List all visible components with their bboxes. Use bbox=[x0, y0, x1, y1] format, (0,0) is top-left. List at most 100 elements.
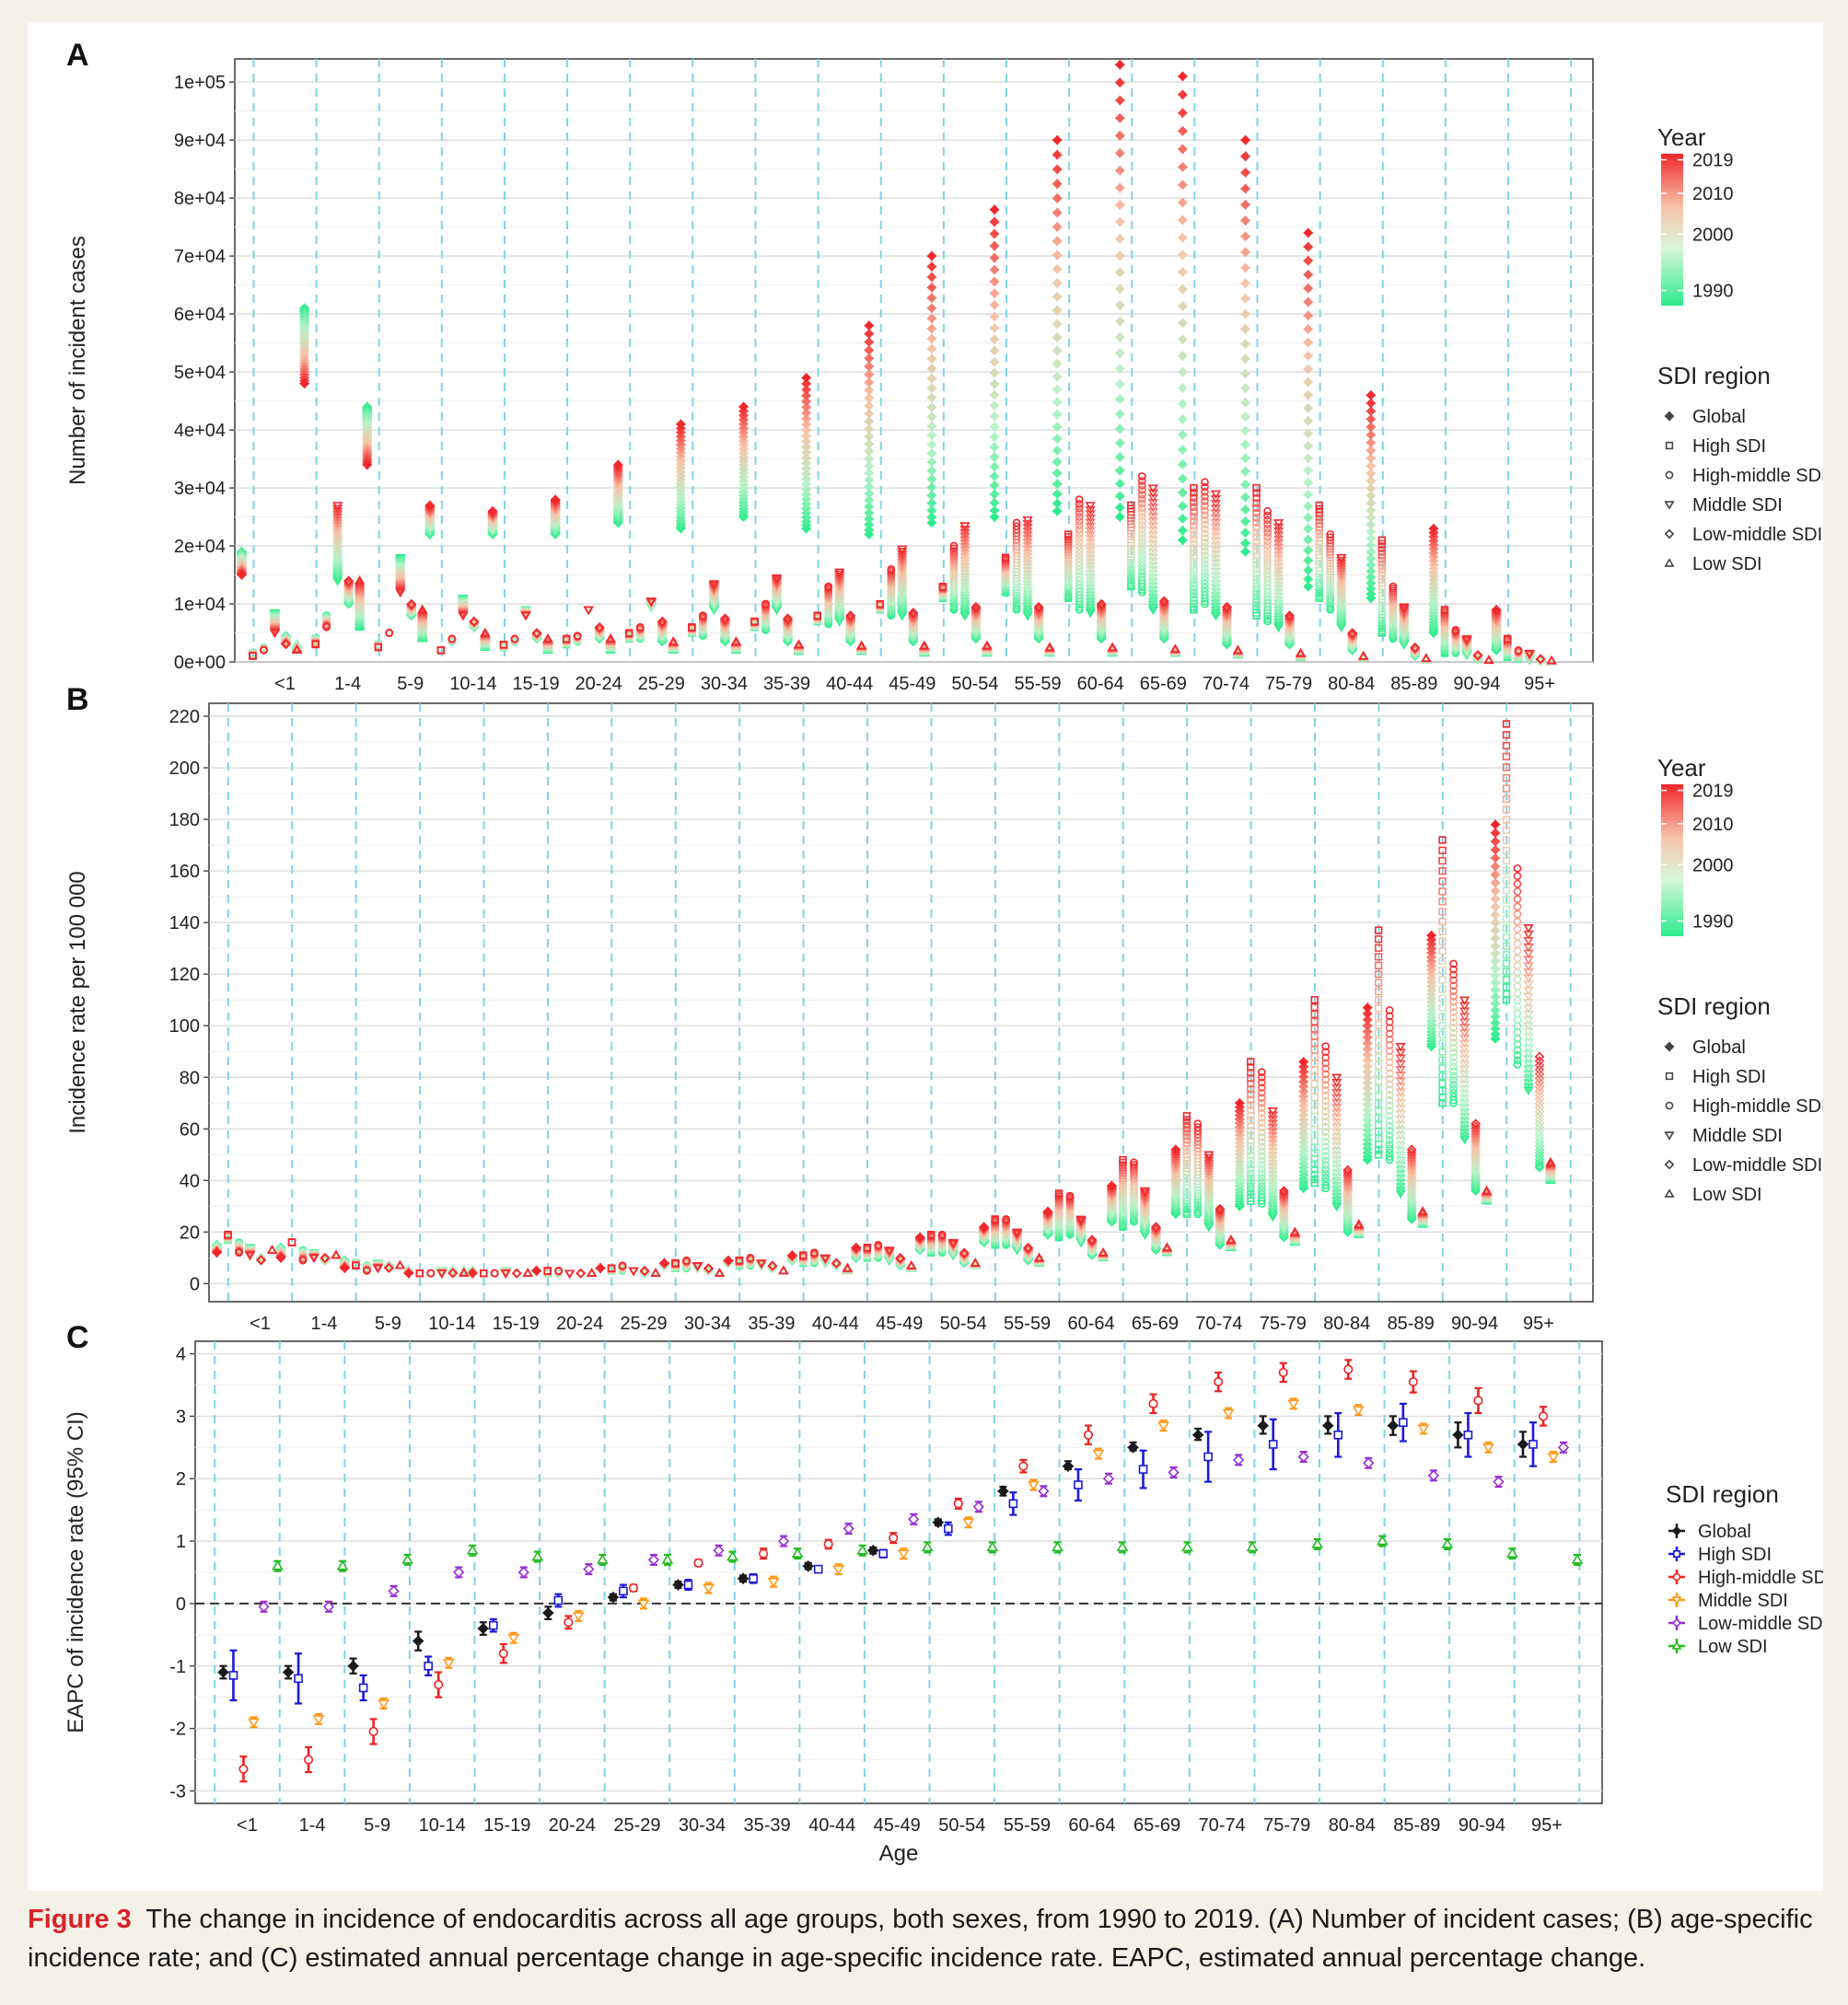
data-point bbox=[1052, 149, 1063, 160]
x-tick-label: 45-49 bbox=[889, 674, 936, 694]
y-tick-label: 5e+04 bbox=[174, 363, 226, 383]
data-point bbox=[926, 261, 937, 272]
y-tick-label: 2e+04 bbox=[174, 537, 226, 557]
data-point bbox=[926, 272, 937, 283]
x-tick-label: 90-94 bbox=[1451, 1314, 1498, 1334]
data-point bbox=[926, 323, 937, 334]
data-point bbox=[864, 453, 875, 464]
data-point bbox=[1052, 409, 1063, 420]
x-tick-label: 70-74 bbox=[1203, 674, 1249, 694]
data-point bbox=[989, 216, 1000, 227]
data-point bbox=[424, 500, 436, 511]
colorbar-label: 2010 bbox=[1692, 184, 1734, 204]
data-point bbox=[1052, 332, 1063, 342]
data-point bbox=[1052, 345, 1063, 356]
x-tick-label: 40-44 bbox=[812, 1314, 859, 1334]
data-point bbox=[864, 369, 875, 380]
legend-item: High SDI bbox=[1692, 436, 1766, 457]
data-point bbox=[1052, 358, 1063, 369]
data-point bbox=[926, 364, 937, 374]
data-point bbox=[989, 432, 1000, 442]
data-point bbox=[926, 430, 937, 441]
data-point bbox=[1052, 446, 1063, 456]
x-tick-label: 30-34 bbox=[684, 1314, 731, 1334]
data-point bbox=[864, 409, 875, 419]
x-tick-label: 80-84 bbox=[1328, 674, 1375, 694]
x-tick-label: 75-79 bbox=[1265, 674, 1312, 694]
data-point bbox=[1052, 236, 1063, 247]
x-tick-label: 15-19 bbox=[512, 674, 559, 694]
data-point bbox=[926, 466, 937, 476]
data-point bbox=[926, 402, 937, 412]
data-point bbox=[989, 311, 1000, 322]
x-tick-label: 10-14 bbox=[428, 1314, 475, 1334]
y-tick-label: 8e+04 bbox=[174, 189, 226, 209]
data-point bbox=[989, 442, 1000, 452]
x-tick-label: 30-34 bbox=[701, 674, 748, 694]
data-point bbox=[989, 252, 1000, 263]
x-tick-label: 35-39 bbox=[748, 1314, 795, 1334]
series-global bbox=[237, 59, 1502, 655]
data-point bbox=[1052, 164, 1063, 175]
colorbar-label: 2019 bbox=[1692, 151, 1734, 171]
colorbar-label: 1990 bbox=[1692, 282, 1734, 302]
legend-item: Low-middle SDI bbox=[1692, 525, 1822, 545]
data-point bbox=[989, 356, 1000, 367]
legend-item: Global bbox=[1692, 407, 1746, 427]
x-tick-label: 40-44 bbox=[826, 674, 873, 694]
legend-item: Middle SDI bbox=[1692, 495, 1783, 516]
x-tick-label: 5-9 bbox=[397, 674, 424, 694]
x-tick-label: 35-39 bbox=[763, 674, 810, 694]
data-point bbox=[926, 448, 937, 458]
legend-swatch-shape bbox=[1664, 411, 1675, 422]
x-tick-label: 20-24 bbox=[575, 674, 622, 694]
data-point bbox=[1052, 134, 1063, 145]
x-tick-label: 60-64 bbox=[1077, 674, 1124, 694]
data-point bbox=[1052, 319, 1063, 330]
data-point bbox=[989, 240, 1000, 251]
x-tick-label: 65-69 bbox=[1140, 674, 1187, 694]
data-point bbox=[926, 411, 937, 423]
y-tick-label: 1e+04 bbox=[174, 595, 226, 615]
x-tick-label: 75-79 bbox=[1260, 1314, 1307, 1334]
y-tick-label: 220 bbox=[169, 707, 200, 727]
x-tick-label: 15-19 bbox=[493, 1314, 540, 1334]
x-tick-label: 5-9 bbox=[375, 1314, 401, 1334]
data-point bbox=[989, 204, 1000, 215]
x-tick-label: 60-64 bbox=[1067, 1314, 1114, 1334]
x-tick-label: <1 bbox=[250, 1314, 271, 1334]
data-point bbox=[1052, 207, 1063, 218]
panel-a-incident-cases: A0e+001e+042e+043e+044e+045e+046e+047e+0… bbox=[65, 38, 1823, 694]
legend-title: Year bbox=[1657, 123, 1706, 151]
y-tick-label: 140 bbox=[169, 913, 200, 933]
y-tick-label: 60 bbox=[180, 1119, 200, 1140]
data-point bbox=[926, 474, 937, 484]
x-tick-label: 1-4 bbox=[334, 674, 361, 694]
x-tick-label: 25-29 bbox=[638, 674, 685, 694]
legend-swatch-shape bbox=[1664, 528, 1675, 539]
data-point bbox=[1052, 489, 1063, 499]
data-point bbox=[676, 419, 686, 430]
data-point bbox=[926, 353, 937, 365]
data-point bbox=[1052, 468, 1063, 479]
data-point bbox=[989, 461, 1000, 472]
y-tick-label: 3e+04 bbox=[174, 479, 226, 499]
x-tick-label: 85-89 bbox=[1390, 674, 1437, 694]
legend-swatch-shape bbox=[1665, 441, 1674, 450]
x-tick-label: 90-94 bbox=[1453, 674, 1500, 694]
data-point bbox=[1052, 384, 1063, 395]
data-point bbox=[864, 353, 875, 364]
panel-letter: B bbox=[66, 682, 89, 717]
y-tick-label: 40 bbox=[180, 1171, 200, 1191]
y-tick-label: 1e+05 bbox=[174, 73, 226, 93]
data-point bbox=[1052, 498, 1063, 509]
data-point bbox=[989, 334, 1000, 344]
data-point bbox=[1052, 222, 1063, 232]
data-point bbox=[801, 373, 811, 383]
y-tick-label: 80 bbox=[180, 1068, 200, 1088]
y-tick-label: 20 bbox=[180, 1223, 200, 1243]
data-point bbox=[1052, 397, 1063, 408]
x-tick-label: 1-4 bbox=[311, 1314, 338, 1334]
x-tick-label: 10-14 bbox=[449, 674, 496, 694]
data-point bbox=[926, 439, 937, 450]
